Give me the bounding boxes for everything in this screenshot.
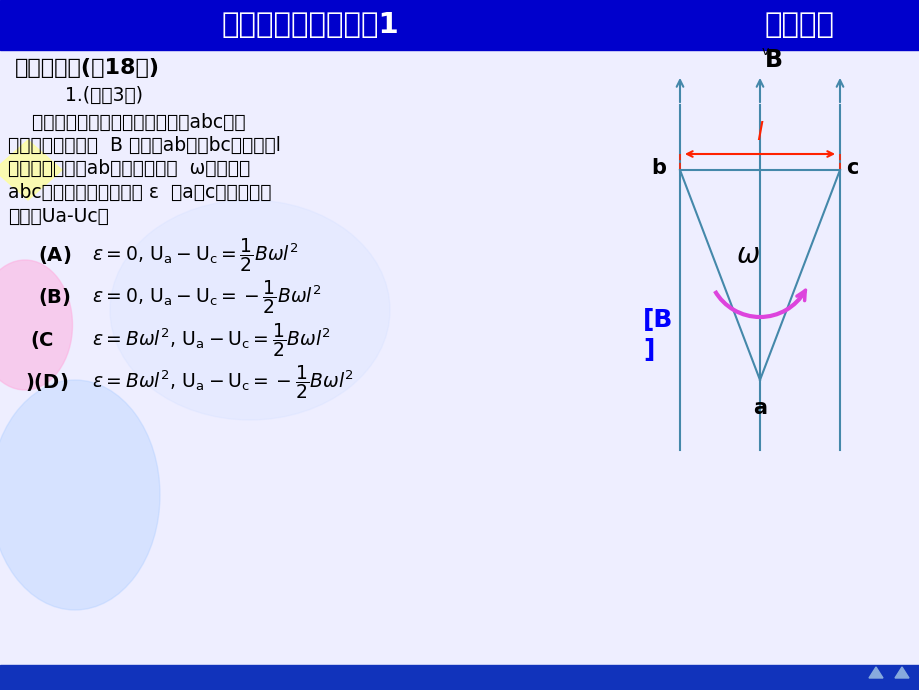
Text: 电势差Ua-Uc为: 电势差Ua-Uc为 (8, 206, 108, 226)
Text: $\varepsilon = B\omega l^{2},\,\mathrm{U}_{\mathrm{a}} - \mathrm{U}_{\mathrm{c}}: $\varepsilon = B\omega l^{2},\,\mathrm{U… (92, 363, 354, 401)
Text: ]: ] (642, 338, 653, 362)
Ellipse shape (0, 260, 73, 390)
Text: b: b (651, 158, 665, 178)
Ellipse shape (110, 200, 390, 420)
Text: 大学物理（下）试题1: 大学物理（下）试题1 (221, 11, 399, 39)
Text: $\mathbf{)(D)}$: $\mathbf{)(D)}$ (25, 371, 68, 393)
Bar (0, 665, 919, 690)
Text: $\varepsilon = 0,\,\mathrm{U}_{\mathrm{a}} - \mathrm{U}_{\mathrm{c}} = -\dfrac{1: $\varepsilon = 0,\,\mathrm{U}_{\mathrm{a… (92, 278, 322, 316)
Text: $\omega$: $\omega$ (735, 241, 759, 269)
Text: 1.(本题3分): 1.(本题3分) (65, 86, 142, 104)
Ellipse shape (0, 380, 160, 610)
Text: $\mathbf{(A)}$: $\mathbf{(A)}$ (38, 244, 71, 266)
Bar (0, 0, 919, 50)
Text: 一、选择题(共18分): 一、选择题(共18分) (15, 58, 160, 78)
Text: 均匀磁场中，磁场  B 平行于ab边，bc的长度为l: 均匀磁场中，磁场 B 平行于ab边，bc的长度为l (8, 135, 280, 155)
Text: $\varepsilon = B\omega l^{2},\,\mathrm{U}_{\mathrm{a}} - \mathrm{U}_{\mathrm{c}}: $\varepsilon = B\omega l^{2},\,\mathrm{U… (92, 321, 331, 359)
Text: c: c (845, 158, 857, 178)
FancyArrow shape (894, 667, 908, 678)
Text: [B: [B (642, 308, 673, 332)
Text: $\mathbf{B}$: $\mathbf{B}$ (763, 48, 781, 72)
Text: 如图所示，直角三角形金属框架abc放在: 如图所示，直角三角形金属框架abc放在 (8, 112, 245, 132)
Text: a: a (752, 398, 766, 418)
Text: abc回路中的感生电动势 ε  和a、c两点之间的: abc回路中的感生电动势 ε 和a、c两点之间的 (8, 182, 271, 201)
FancyArrow shape (868, 667, 882, 678)
Text: $\mathit{l}$: $\mathit{l}$ (754, 121, 764, 145)
Text: ，当金属框架绕ab边以匀角速度  ω转动时，: ，当金属框架绕ab边以匀角速度 ω转动时， (8, 159, 250, 177)
Text: $\mathbf{(C}$: $\mathbf{(C}$ (30, 329, 54, 351)
Text: $\varepsilon = 0,\,\mathrm{U}_{\mathrm{a}} - \mathrm{U}_{\mathrm{c}} = \dfrac{1}: $\varepsilon = 0,\,\mathrm{U}_{\mathrm{a… (92, 236, 299, 274)
Text: $\mathbf{(B)}$: $\mathbf{(B)}$ (38, 286, 71, 308)
Text: v: v (761, 45, 768, 58)
Polygon shape (0, 140, 62, 200)
Text: 杨德林制: 杨德林制 (765, 11, 834, 39)
